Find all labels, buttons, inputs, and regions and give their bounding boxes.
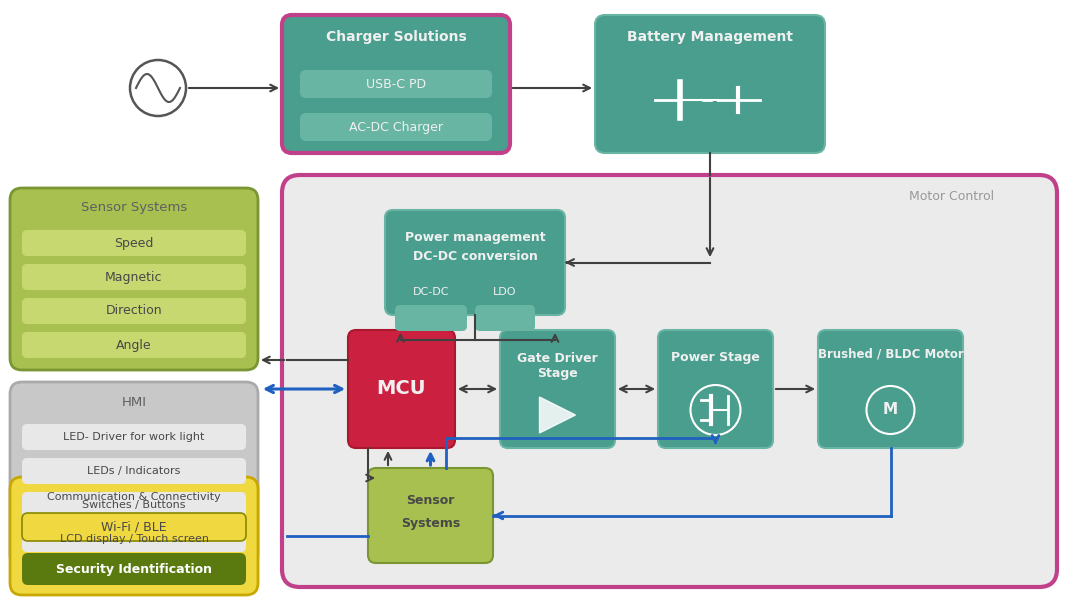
Text: Wi-Fi / BLE: Wi-Fi / BLE	[102, 521, 166, 533]
FancyBboxPatch shape	[300, 70, 492, 98]
Text: Direction: Direction	[106, 305, 162, 317]
FancyBboxPatch shape	[22, 298, 246, 324]
Text: Communication & Connectivity: Communication & Connectivity	[48, 492, 221, 502]
FancyBboxPatch shape	[22, 458, 246, 484]
Text: Speed: Speed	[114, 237, 153, 249]
Text: Power management: Power management	[405, 232, 545, 244]
FancyBboxPatch shape	[282, 15, 510, 153]
Text: LED- Driver for work light: LED- Driver for work light	[64, 432, 205, 442]
Text: Systems: Systems	[401, 517, 460, 530]
FancyBboxPatch shape	[475, 305, 535, 331]
Text: LDO: LDO	[494, 287, 516, 297]
Text: Magnetic: Magnetic	[105, 270, 163, 284]
FancyBboxPatch shape	[22, 492, 246, 518]
Text: MCU: MCU	[377, 379, 427, 399]
FancyBboxPatch shape	[500, 330, 615, 448]
FancyBboxPatch shape	[22, 513, 246, 541]
Text: LCD display / Touch screen: LCD display / Touch screen	[59, 534, 208, 544]
FancyBboxPatch shape	[282, 175, 1057, 587]
Text: HMI: HMI	[121, 396, 147, 409]
Text: USB-C PD: USB-C PD	[366, 78, 427, 90]
FancyBboxPatch shape	[22, 230, 246, 256]
FancyBboxPatch shape	[10, 477, 258, 595]
FancyBboxPatch shape	[22, 264, 246, 290]
Text: Angle: Angle	[117, 338, 152, 352]
Text: Security Identification: Security Identification	[56, 562, 212, 576]
FancyBboxPatch shape	[348, 330, 455, 448]
Text: Sensor Systems: Sensor Systems	[81, 202, 187, 214]
FancyBboxPatch shape	[10, 382, 258, 567]
FancyBboxPatch shape	[22, 526, 246, 552]
Text: Stage: Stage	[537, 367, 578, 380]
Text: Sensor: Sensor	[406, 494, 455, 506]
FancyBboxPatch shape	[22, 424, 246, 450]
Text: Battery Management: Battery Management	[627, 30, 793, 44]
FancyBboxPatch shape	[395, 305, 467, 331]
Text: Motor Control: Motor Control	[909, 190, 995, 203]
FancyBboxPatch shape	[818, 330, 963, 448]
Text: Power Stage: Power Stage	[671, 352, 760, 364]
Text: DC-DC conversion: DC-DC conversion	[413, 249, 538, 262]
Text: M: M	[883, 403, 899, 418]
Text: Gate Driver: Gate Driver	[517, 352, 598, 364]
FancyBboxPatch shape	[22, 553, 246, 585]
FancyBboxPatch shape	[595, 15, 825, 153]
Text: DC-DC: DC-DC	[413, 287, 449, 297]
FancyBboxPatch shape	[384, 210, 565, 315]
FancyBboxPatch shape	[368, 468, 492, 563]
FancyBboxPatch shape	[10, 188, 258, 370]
Text: Charger Solutions: Charger Solutions	[326, 30, 467, 44]
FancyBboxPatch shape	[300, 113, 492, 141]
Polygon shape	[540, 397, 576, 433]
FancyBboxPatch shape	[658, 330, 773, 448]
Text: AC-DC Charger: AC-DC Charger	[349, 120, 443, 134]
FancyBboxPatch shape	[22, 332, 246, 358]
Text: Switches / Buttons: Switches / Buttons	[82, 500, 186, 510]
Text: LEDs / Indicators: LEDs / Indicators	[87, 466, 180, 476]
Text: Brushed / BLDC Motor: Brushed / BLDC Motor	[818, 347, 963, 361]
